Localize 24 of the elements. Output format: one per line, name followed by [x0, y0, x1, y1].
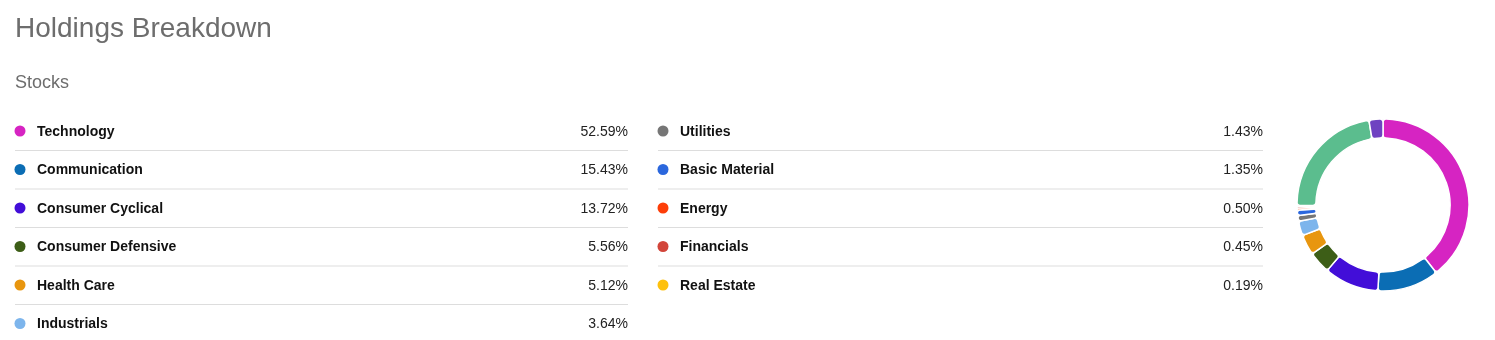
data-label: 5.56%: [588, 238, 628, 255]
data-label: 0.50%: [1223, 199, 1263, 216]
data-label: 52.59%: [580, 122, 628, 139]
data-label: 13.72%: [580, 199, 628, 216]
legend-label: Consumer Defensive: [37, 238, 177, 255]
chart-title: Holdings Breakdown: [15, 12, 272, 43]
legend-label: Financials: [680, 238, 749, 255]
legend-label: Health Care: [37, 276, 116, 293]
legend-label: Consumer Cyclical: [37, 199, 164, 216]
data-label: 15.43%: [580, 161, 628, 178]
data-label: 1.43%: [1223, 122, 1263, 139]
legend-label: Technology: [37, 122, 115, 139]
legend-label: Real Estate: [680, 276, 756, 293]
legend-label: Basic Material: [680, 161, 775, 178]
data-label: 0.45%: [1223, 238, 1263, 255]
legend-label: Energy: [680, 199, 728, 216]
legend-label: Utilities: [680, 122, 731, 139]
legend-label: Industrials: [37, 315, 109, 332]
data-label: 3.64%: [588, 315, 628, 332]
chart-subtitle: Stocks: [15, 72, 70, 92]
data-label: 0.19%: [1223, 276, 1263, 293]
data-label: 5.12%: [588, 276, 628, 293]
legend-label: Communication: [37, 161, 143, 178]
data-label: 1.35%: [1223, 161, 1263, 178]
